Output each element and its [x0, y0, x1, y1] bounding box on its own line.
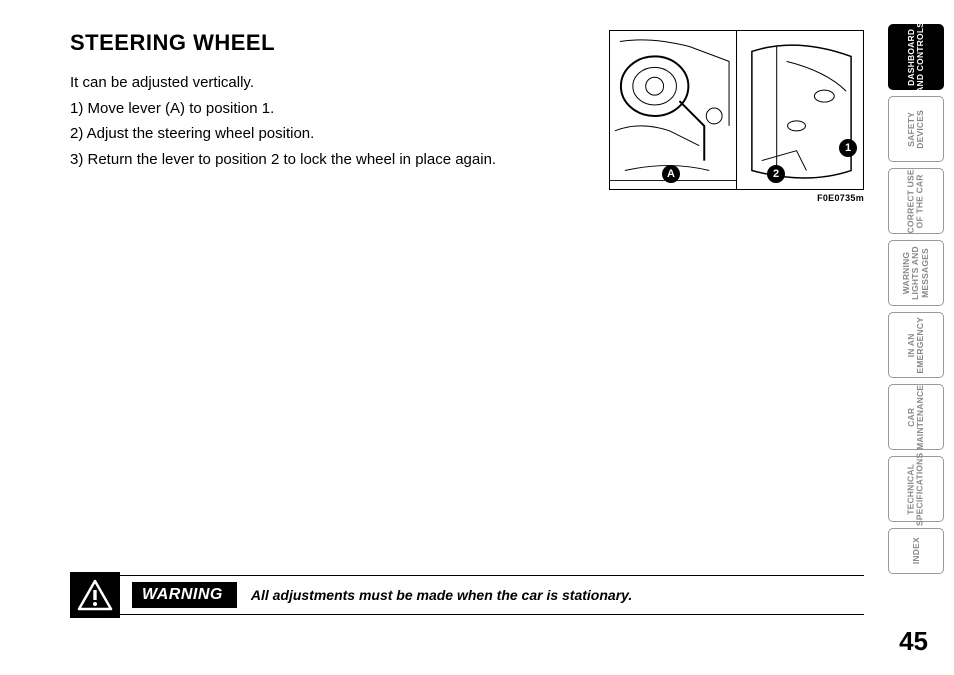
warning-icon [70, 572, 120, 618]
callout-a: A [662, 165, 680, 183]
tab-label: WARNINGLIGHTS ANDMESSAGES [902, 246, 930, 300]
figure: A 1 2 F0E0735m [609, 30, 864, 203]
figure-frame: A 1 2 [609, 30, 864, 190]
tab-index[interactable]: INDEX [888, 528, 944, 574]
tab-technical-specs[interactable]: TECHNICALSPECIFICATIONS [888, 456, 944, 522]
tab-label: INDEX [911, 538, 920, 565]
tab-correct-use[interactable]: CORRECT USEOF THE CAR [888, 168, 944, 234]
tab-warning-lights[interactable]: WARNINGLIGHTS ANDMESSAGES [888, 240, 944, 306]
tab-label: CORRECT USEOF THE CAR [907, 169, 926, 233]
tab-emergency[interactable]: IN ANEMERGENCY [888, 312, 944, 378]
callout-1: 1 [839, 139, 857, 157]
tab-label: TECHNICALSPECIFICATIONS [907, 452, 926, 525]
tab-safety-devices[interactable]: SAFETYDEVICES [888, 96, 944, 162]
callout-2: 2 [767, 165, 785, 183]
figure-caption: F0E0735m [609, 193, 864, 203]
manual-page: STEERING WHEEL It can be adjusted vertic… [0, 0, 954, 675]
warning-bar: WARNING All adjustments must be made whe… [70, 575, 864, 615]
tab-label: SAFETYDEVICES [907, 110, 926, 149]
tab-dashboard-controls[interactable]: DASHBOARDAND CONTROLS [888, 24, 944, 90]
tab-maintenance[interactable]: CARMAINTENANCE [888, 384, 944, 450]
tab-label: CARMAINTENANCE [907, 384, 926, 449]
page-number: 45 [899, 626, 928, 657]
figure-right-panel: 1 2 [736, 31, 863, 189]
tab-label: DASHBOARDAND CONTROLS [907, 22, 926, 93]
warning-label: WARNING [132, 582, 237, 608]
content-area: STEERING WHEEL It can be adjusted vertic… [70, 30, 864, 645]
figure-left-panel: A [610, 31, 736, 189]
warning-text: All adjustments must be made when the ca… [251, 587, 632, 603]
footwell-sketch [737, 31, 863, 189]
side-tabs: DASHBOARDAND CONTROLS SAFETYDEVICES CORR… [888, 24, 944, 574]
tab-label: IN ANEMERGENCY [907, 317, 926, 374]
